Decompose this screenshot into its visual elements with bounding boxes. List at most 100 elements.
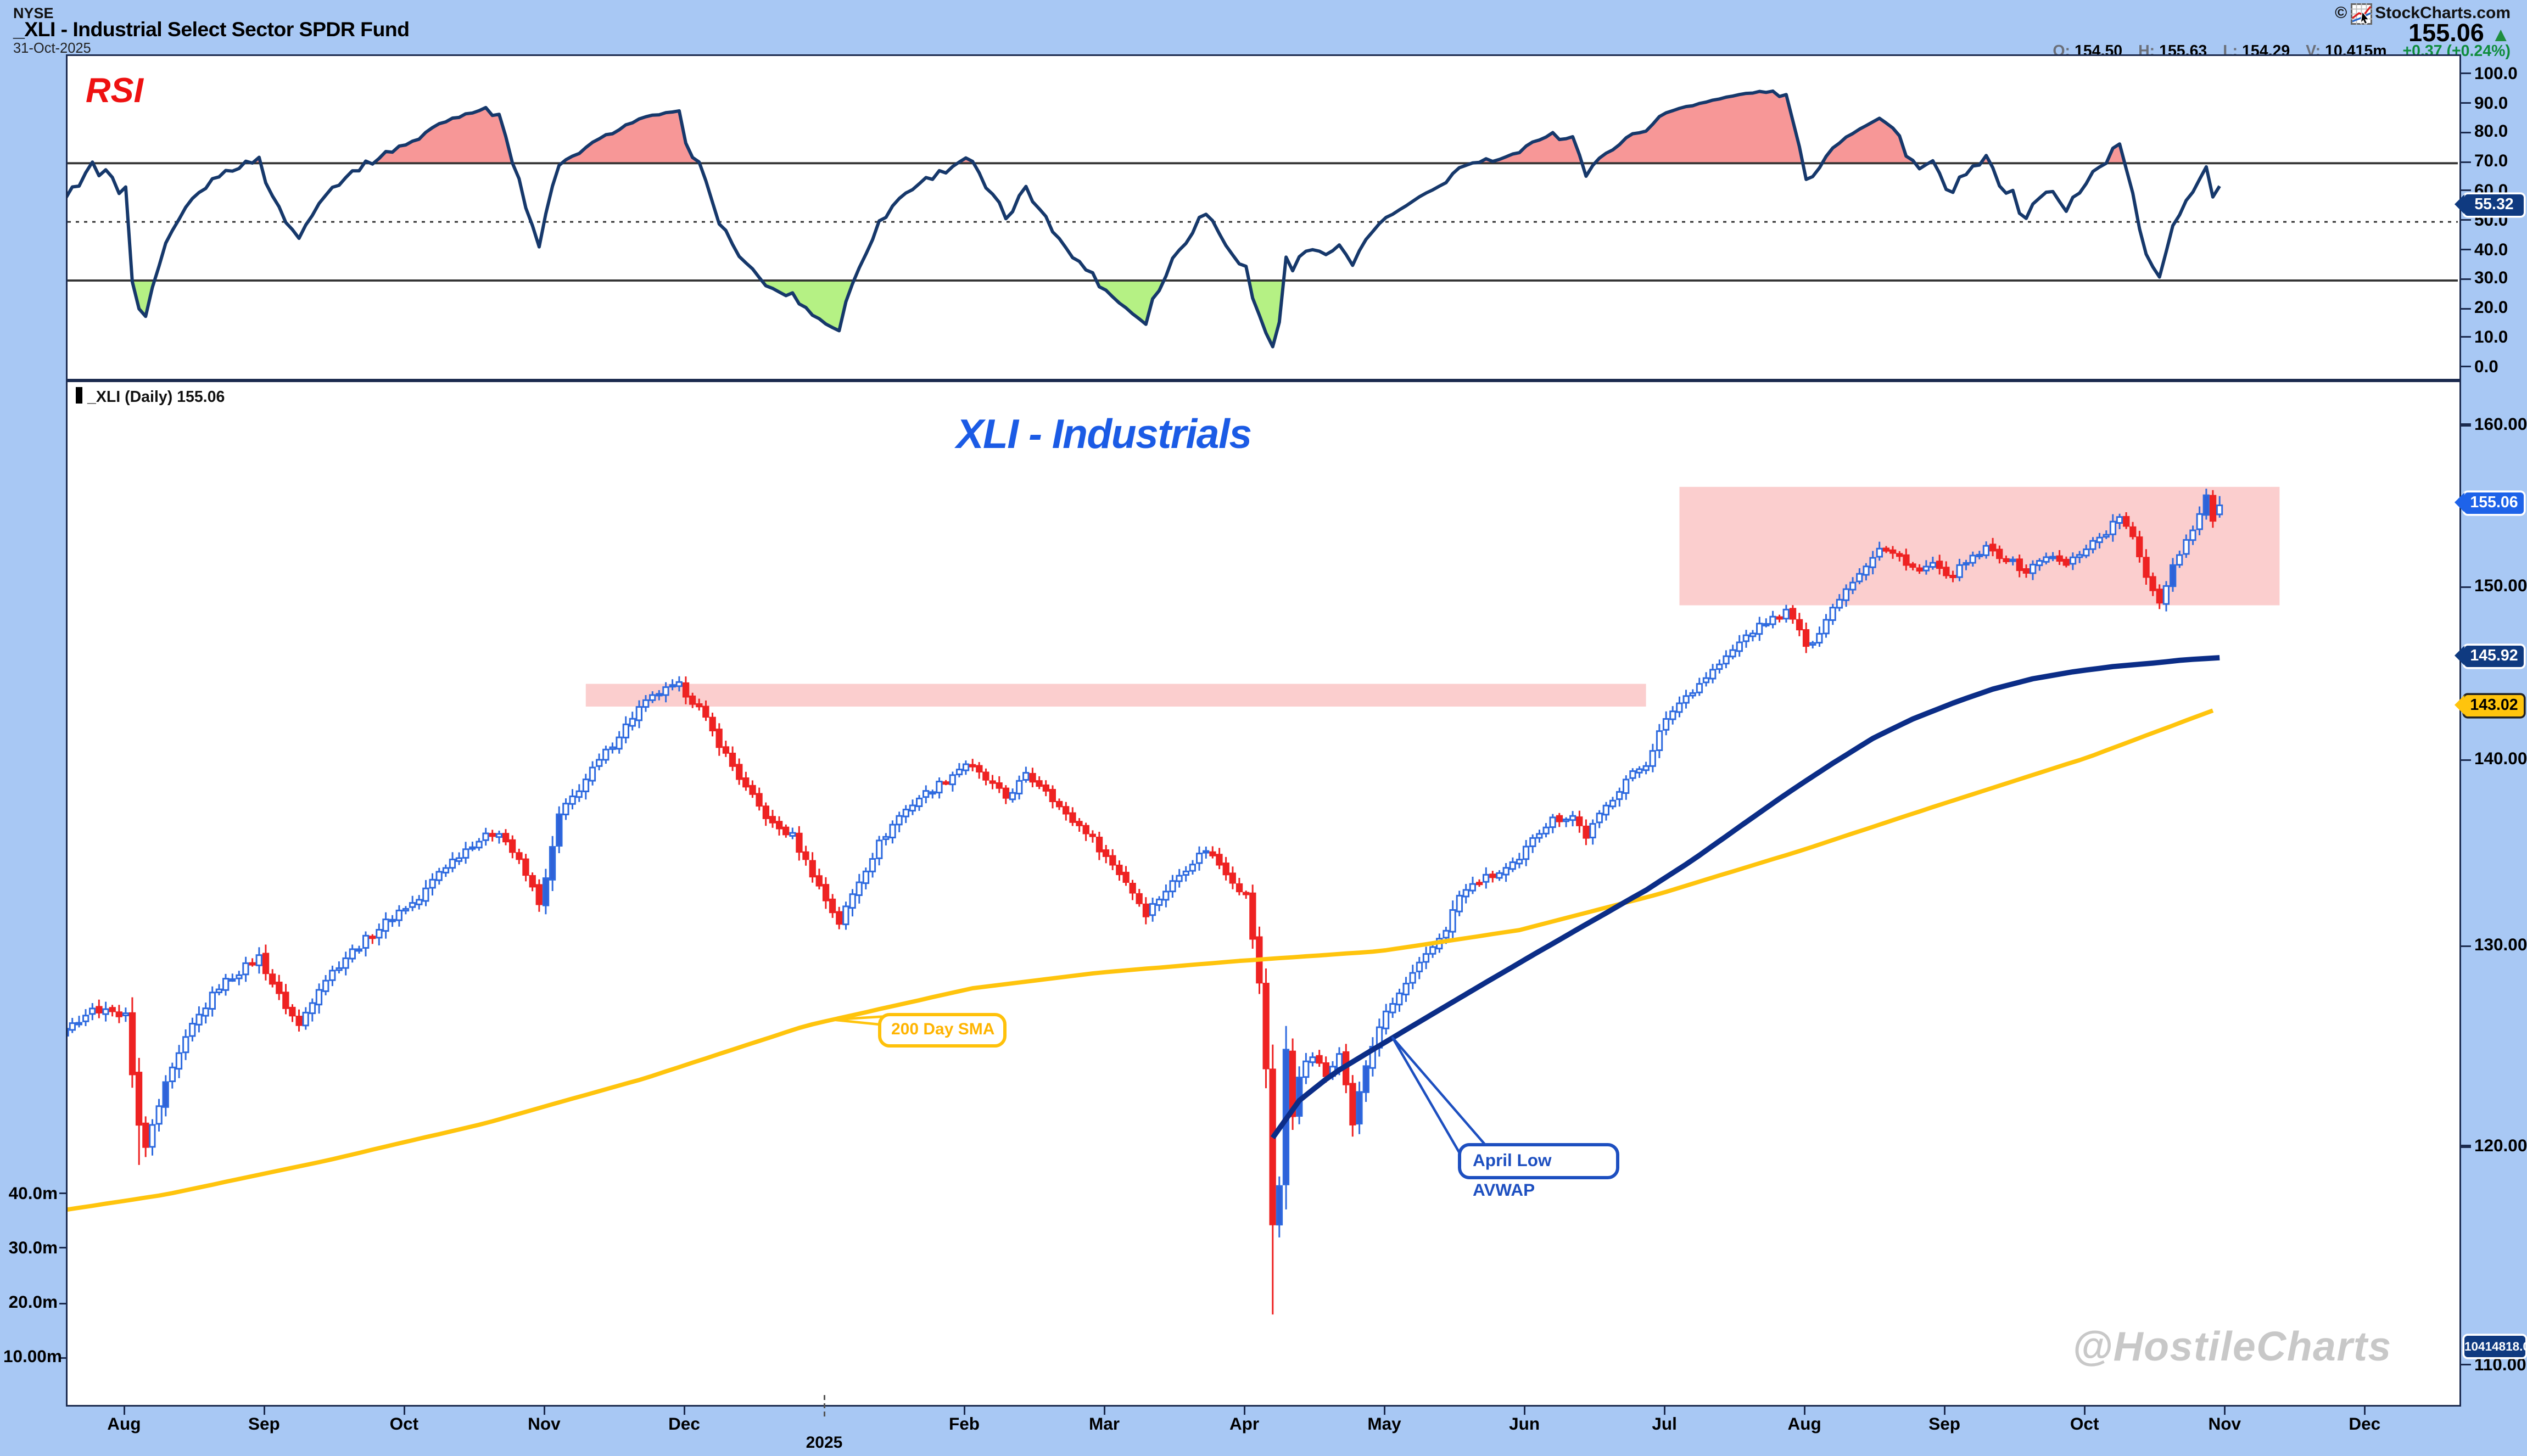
series-label: _XLI (Daily) 155.06 — [76, 387, 225, 407]
price-plot[interactable] — [68, 382, 2458, 1403]
x-axis-month-label: Mar — [1089, 1415, 1120, 1435]
rsi-indicator-label: RSI — [86, 72, 144, 110]
sma-callout[interactable]: 200 Day SMA — [878, 1013, 1007, 1048]
volume-axis-label: 10.00m — [3, 1347, 62, 1368]
avwap-callout[interactable]: April Low AVWAP — [1458, 1143, 1619, 1201]
rsi-axis-label: 20.0 — [2474, 298, 2508, 318]
avwap-value-badge: 145.92 — [2455, 645, 2524, 667]
x-axis-month-label: Jun — [1509, 1415, 1540, 1435]
x-axis-tick — [683, 1407, 685, 1415]
x-axis-month-label: Nov — [528, 1415, 561, 1435]
rsi-axis-label: 10.0 — [2474, 327, 2508, 348]
rsi-axis-label: 70.0 — [2474, 152, 2508, 172]
x-axis-month-label: Dec — [2349, 1415, 2381, 1435]
x-axis-tick — [963, 1407, 965, 1415]
rsi-axis-tick — [2461, 278, 2471, 280]
price-axis-label: 160.00 — [2474, 415, 2527, 435]
x-axis-tick — [1943, 1407, 1945, 1415]
rsi-axis-tick — [2461, 219, 2471, 221]
x-axis-tick — [2363, 1407, 2366, 1415]
x-axis-month-label: Nov — [2208, 1415, 2241, 1435]
x-axis-month-label: Jul — [1652, 1415, 1677, 1435]
price-axis-label: 120.00 — [2474, 1136, 2527, 1157]
rsi-axis-tick — [2461, 131, 2471, 133]
x-axis-month-label: May — [1367, 1415, 1401, 1435]
rsi-axis-tick — [2461, 336, 2471, 339]
x-axis-month-label: Feb — [949, 1415, 980, 1435]
rsi-axis-tick — [2461, 160, 2471, 163]
x-axis-tick — [1383, 1407, 1385, 1415]
rsi-axis-tick — [2461, 307, 2471, 310]
price-panel[interactable] — [66, 380, 2461, 1407]
rsi-axis-tick — [2461, 248, 2471, 251]
price-axis-tick — [2461, 586, 2471, 588]
price-axis-tick — [2461, 424, 2471, 426]
last-price-value: 155.06 — [2408, 20, 2484, 48]
volume-value-badge: 10414818.0 — [2464, 1335, 2525, 1357]
chart-date: 31-Oct-2025 — [13, 40, 91, 56]
x-axis-tick — [123, 1407, 125, 1415]
rsi-axis-tick — [2461, 366, 2471, 368]
volume-axis-label: 30.0m — [8, 1238, 58, 1258]
rsi-value-badge: 55.32 — [2455, 194, 2524, 216]
volume-axis-tick — [58, 1357, 67, 1359]
chart-title: XLI - Industrials — [956, 412, 1252, 458]
candlestick-glyph-icon — [76, 387, 82, 404]
price-axis-label: 130.00 — [2474, 936, 2527, 956]
up-arrow-icon: ▲ — [2491, 23, 2511, 46]
x-axis-tick — [2083, 1407, 2086, 1415]
x-axis-month-label: Dec — [668, 1415, 700, 1435]
rsi-axis-label: 40.0 — [2474, 239, 2508, 260]
x-axis-month-label: Sep — [248, 1415, 280, 1435]
x-axis-month-label: Aug — [1787, 1415, 1821, 1435]
volume-axis-tick — [58, 1192, 67, 1195]
rsi-axis-tick — [2461, 189, 2471, 192]
watermark: @HostileCharts — [2072, 1324, 2392, 1370]
x-axis-tick — [543, 1407, 545, 1415]
price-axis-label: 140.00 — [2474, 750, 2527, 770]
x-axis-tick — [403, 1407, 405, 1415]
x-axis-tick — [1663, 1407, 1665, 1415]
rsi-axis-tick — [2461, 72, 2471, 75]
stockcharts-logo-icon — [2350, 3, 2372, 25]
year-axis-label: 2025 — [806, 1435, 843, 1453]
price-axis-label: 150.00 — [2474, 576, 2527, 597]
rsi-axis-label: 30.0 — [2474, 268, 2508, 289]
x-axis-month-label: Sep — [1928, 1415, 1961, 1435]
x-axis-tick — [1103, 1407, 1105, 1415]
exchange-label: NYSE — [13, 5, 54, 21]
x-axis-month-label: Aug — [107, 1415, 141, 1435]
rsi-axis-label: 80.0 — [2474, 122, 2508, 142]
price-axis-tick — [2461, 1145, 2471, 1148]
copyright-symbol: © — [2335, 5, 2347, 23]
rsi-plot[interactable] — [68, 56, 2458, 377]
sma-value-badge: 143.02 — [2455, 696, 2524, 718]
price-axis-tick — [2461, 1364, 2471, 1366]
year-axis-tick — [823, 1395, 825, 1416]
x-axis-tick — [1523, 1407, 1525, 1415]
x-axis-tick — [1803, 1407, 1805, 1415]
rsi-axis-tick — [2461, 102, 2471, 104]
symbol-title: _XLI - Industrial Select Sector SPDR Fun… — [13, 18, 410, 41]
rsi-panel[interactable] — [66, 54, 2461, 380]
x-axis-month-label: Oct — [2070, 1415, 2099, 1435]
x-axis-month-label: Apr — [1229, 1415, 1260, 1435]
rsi-axis-label: 100.0 — [2474, 64, 2518, 84]
series-label-text: _XLI (Daily) 155.06 — [87, 389, 225, 407]
rsi-axis-label: 90.0 — [2474, 93, 2508, 113]
x-axis-tick — [263, 1407, 265, 1415]
volume-axis-label: 40.0m — [8, 1184, 58, 1204]
price-axis-label: 110.00 — [2474, 1354, 2526, 1375]
volume-axis-tick — [58, 1302, 67, 1304]
last-price-badge: 155.06 — [2455, 492, 2524, 514]
price-axis-tick — [2461, 944, 2471, 947]
volume-axis-tick — [58, 1247, 67, 1250]
x-axis-month-label: Oct — [389, 1415, 419, 1435]
x-axis-tick — [1243, 1407, 1245, 1415]
stockcharts-brand[interactable]: © StockCharts.com — [2335, 3, 2511, 25]
rsi-axis-label: 0.0 — [2474, 357, 2498, 377]
volume-axis-label: 20.0m — [8, 1293, 58, 1313]
brand-text: StockCharts.com — [2375, 5, 2511, 23]
last-price-readout: 155.06 ▲ — [2408, 20, 2511, 48]
